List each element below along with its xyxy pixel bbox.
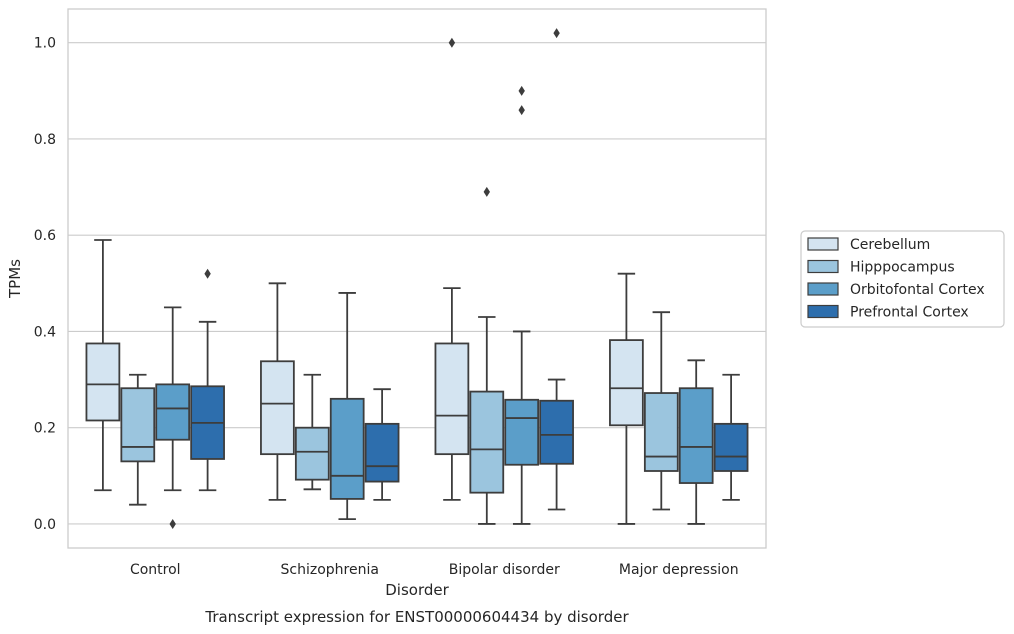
box — [539, 399, 574, 465]
outlier-point — [518, 85, 525, 96]
legend-label: Orbitofontal Cortex — [850, 282, 985, 298]
box — [85, 342, 121, 422]
box — [643, 392, 679, 472]
outlier-point — [553, 28, 560, 39]
x-axis-label: Disorder — [385, 581, 449, 599]
y-tick-label: 0.2 — [34, 421, 56, 437]
box-plot — [434, 37, 470, 501]
legend-label: Prefrontal Cortex — [850, 305, 969, 321]
box — [504, 398, 540, 466]
box — [609, 339, 644, 427]
y-axis-label: TPMs — [6, 259, 24, 299]
x-tick-label: Bipolar disorder — [449, 562, 560, 578]
box-plot — [713, 373, 749, 501]
box — [120, 387, 156, 463]
legend-swatch — [807, 259, 839, 274]
outlier-point — [518, 105, 525, 116]
legend-label: Cerebellum — [850, 237, 930, 253]
box-plot — [364, 388, 400, 501]
box-plot — [469, 186, 505, 525]
box — [469, 390, 505, 494]
box-plot — [678, 359, 714, 525]
plot-area-frame — [67, 8, 767, 549]
y-axis-ticks: 0.0 0.2 0.4 0.6 0.8 1.0 — [34, 36, 56, 533]
legend-label: Hipppocampus — [850, 260, 955, 276]
outlier-point — [169, 518, 176, 529]
box-plot — [190, 268, 225, 492]
box-plot — [120, 373, 156, 506]
box-plot — [85, 239, 121, 492]
box-plot — [329, 292, 365, 521]
box — [713, 422, 749, 472]
y-tick-label: 1.0 — [34, 36, 56, 52]
box-plot — [260, 282, 295, 501]
outlier-point — [448, 37, 456, 48]
y-tick-label: 0.0 — [34, 517, 56, 533]
x-tick-label: Major depression — [619, 562, 739, 578]
x-axis-ticks: Control Schizophrenia Bipolar disorder Majo… — [130, 562, 739, 578]
legend-swatch — [807, 304, 839, 319]
x-tick-label: Control — [130, 562, 181, 578]
chart-caption: Transcript expression for ENST0000060443… — [204, 608, 629, 626]
legend-swatch — [807, 282, 839, 296]
box-plot — [643, 311, 679, 511]
box-plot — [609, 272, 644, 525]
box-plot — [539, 28, 574, 511]
box-plot — [155, 306, 191, 529]
box-plot — [504, 85, 540, 525]
x-tick-label: Schizophrenia — [281, 562, 379, 578]
box — [329, 397, 365, 500]
box — [678, 387, 714, 484]
box-plot — [294, 373, 330, 491]
y-tick-label: 0.6 — [34, 228, 56, 244]
box-groups — [85, 28, 749, 529]
y-tick-label: 0.8 — [34, 132, 56, 148]
legend-swatch — [807, 237, 839, 251]
outlier-point — [204, 268, 211, 279]
box — [155, 383, 191, 441]
box — [294, 426, 330, 481]
outlier-point — [483, 186, 490, 197]
box — [434, 342, 470, 456]
box — [260, 360, 295, 456]
legend: Cerebellum Hipppocampus Orbitofontal Corte… — [800, 230, 1005, 328]
box — [364, 422, 400, 483]
y-tick-label: 0.4 — [34, 324, 56, 340]
legend-frame — [800, 230, 1005, 328]
